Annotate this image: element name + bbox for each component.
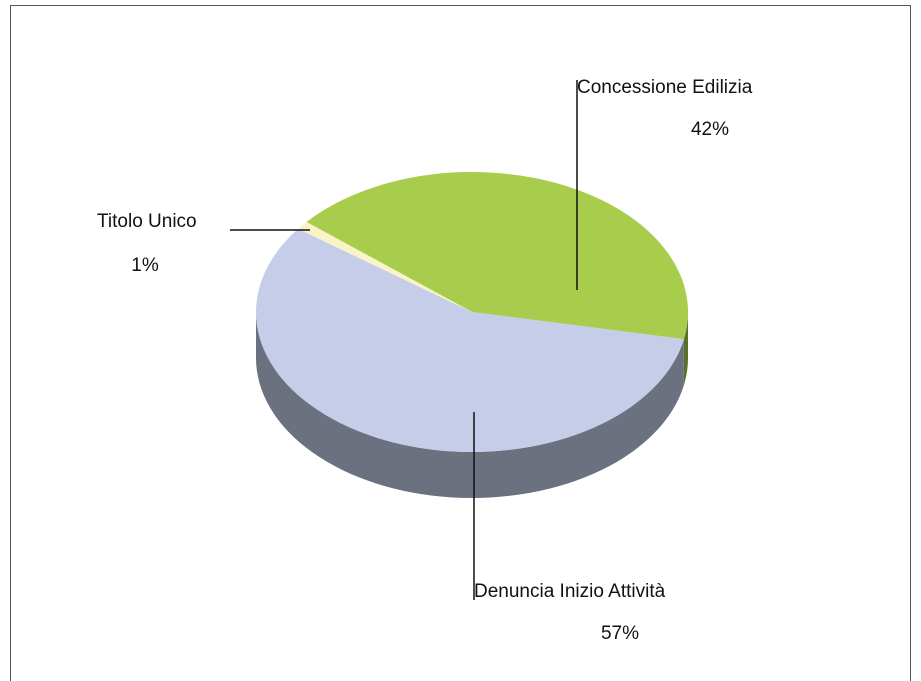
pie-side <box>256 312 684 498</box>
slice-label: Titolo Unico <box>97 211 197 232</box>
slice-label: Denuncia Inizio Attività <box>474 581 666 602</box>
pie-slice <box>255 228 684 453</box>
pie-slice <box>306 171 688 340</box>
slice-label: Concessione Edilizia <box>577 77 753 98</box>
slice-value-label: 57% <box>601 623 639 644</box>
slice-value-label: 1% <box>131 255 159 276</box>
pie-side <box>683 312 688 386</box>
pie-slice <box>298 222 472 312</box>
slice-value-label: 42% <box>691 119 729 140</box>
